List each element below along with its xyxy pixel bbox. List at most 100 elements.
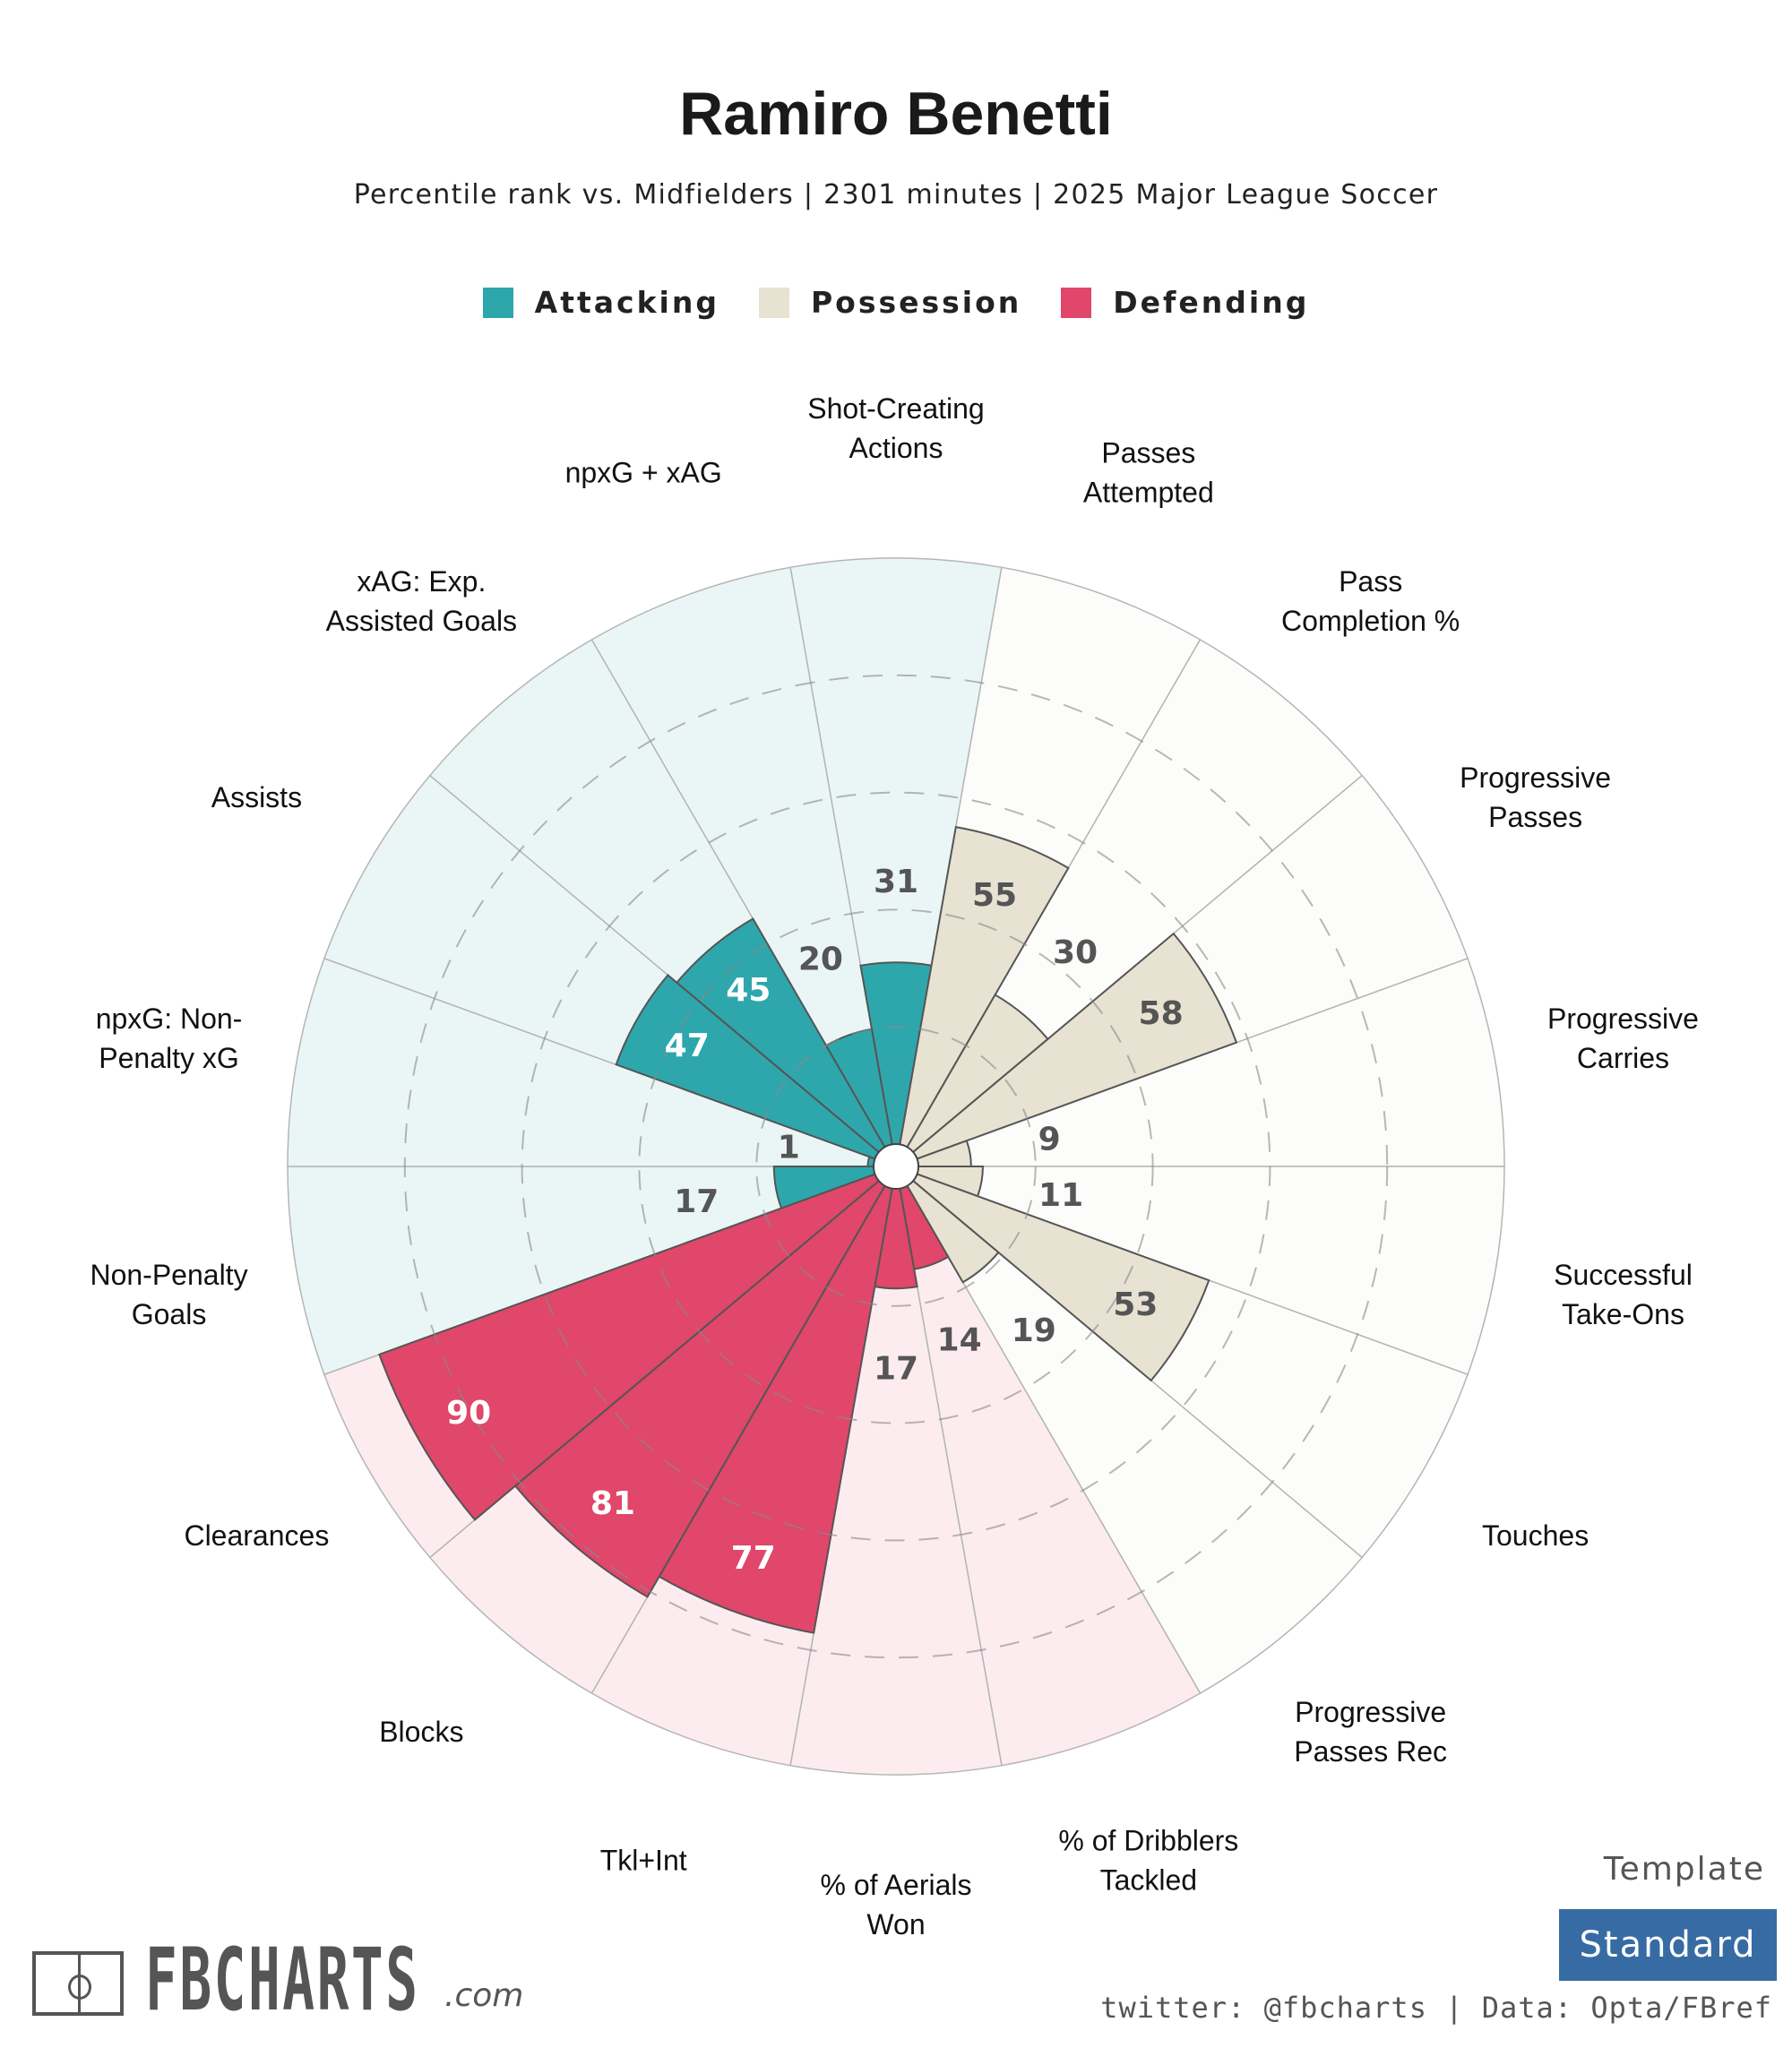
value-label: 20 bbox=[798, 942, 843, 978]
category-label-line: Penalty xG bbox=[99, 1042, 239, 1074]
category-label: Progressive Passes bbox=[1460, 762, 1611, 833]
category-label: Tkl+Int bbox=[600, 1844, 687, 1876]
value-label: 31 bbox=[874, 864, 918, 900]
value-label: 17 bbox=[674, 1183, 719, 1220]
gridline-20 bbox=[755, 1026, 1037, 1307]
value-label: 90 bbox=[446, 1395, 491, 1432]
legend-swatch bbox=[482, 287, 513, 318]
category-label-line: Won bbox=[866, 1908, 925, 1940]
background-wedge bbox=[789, 1166, 1003, 1776]
category-label-line: Assists bbox=[211, 781, 302, 813]
bar-possession bbox=[895, 825, 1070, 1167]
subtitle: Percentile rank vs. Midfielders | 2301 m… bbox=[353, 179, 1439, 211]
labels: 31 Shot-Creating Actions 55 Passes Attempted 3… bbox=[90, 392, 1698, 1940]
category-label: npxG + xAG bbox=[565, 457, 722, 489]
category-label-line: Blocks bbox=[379, 1716, 463, 1748]
gridline-80 bbox=[403, 674, 1389, 1659]
value-label: 14 bbox=[937, 1322, 982, 1359]
background-wedge bbox=[895, 1166, 1202, 1767]
template-standard-badge: Standard bbox=[1559, 1909, 1777, 1981]
legend-item-possession: Possession bbox=[758, 285, 1022, 320]
gridlines bbox=[403, 674, 1389, 1659]
value-label: 55 bbox=[972, 877, 1017, 914]
legend-label: Possession bbox=[810, 285, 1022, 320]
category-label-line: Touches bbox=[1482, 1519, 1589, 1552]
legend: Attacking Possession Defending bbox=[0, 285, 1792, 320]
bar-attacking bbox=[615, 973, 897, 1167]
category-label: Passes Attempted bbox=[1083, 437, 1214, 509]
credit-text: twitter: @fbcharts | Data: Opta/FBref bbox=[1100, 1991, 1772, 2025]
background-wedge bbox=[895, 957, 1505, 1167]
bar-attacking bbox=[675, 917, 897, 1167]
category-label-line: Progressive bbox=[1460, 762, 1611, 794]
category-label: Blocks bbox=[379, 1716, 463, 1748]
category-label-line: Pass bbox=[1339, 565, 1402, 598]
category-label-line: Passes bbox=[1488, 801, 1582, 833]
background-wedge bbox=[287, 957, 897, 1167]
category-label: % of Aerials Won bbox=[821, 1869, 972, 1940]
category-label-line: Progressive bbox=[1547, 1002, 1699, 1035]
category-label-line: Non-Penalty bbox=[90, 1259, 247, 1291]
value-label: 58 bbox=[1139, 995, 1184, 1032]
legend-swatch bbox=[758, 287, 789, 318]
pitch-icon bbox=[32, 1951, 124, 2016]
category-label: Progressive Carries bbox=[1547, 1002, 1699, 1074]
bar-defending bbox=[658, 1166, 897, 1634]
category-label-line: % of Aerials bbox=[821, 1869, 972, 1901]
category-label-line: Passes bbox=[1101, 437, 1195, 469]
value-label: 17 bbox=[874, 1351, 918, 1388]
value-label: 47 bbox=[665, 1028, 710, 1064]
category-label-line: Passes Rec bbox=[1294, 1735, 1447, 1768]
category-label-line: Progressive bbox=[1295, 1696, 1446, 1728]
bar-possession bbox=[895, 1166, 1210, 1382]
value-label: 77 bbox=[731, 1540, 776, 1577]
background-wedge bbox=[287, 1166, 897, 1376]
legend-label: Defending bbox=[1113, 285, 1310, 320]
category-label: Non-Penalty Goals bbox=[90, 1259, 247, 1330]
background-wedge bbox=[895, 1166, 1505, 1376]
bar-attacking bbox=[772, 1166, 897, 1209]
category-label-line: Take-Ons bbox=[1562, 1298, 1684, 1330]
category-label-line: Successful bbox=[1554, 1259, 1693, 1291]
value-label: 81 bbox=[590, 1485, 635, 1522]
fbcharts-logo: FBCHARTS bbox=[32, 1937, 588, 2023]
category-label: npxG: Non- Penalty xG bbox=[96, 1002, 243, 1074]
legend-item-defending: Defending bbox=[1061, 285, 1309, 320]
gridline-40 bbox=[638, 908, 1154, 1424]
category-label-line: Actions bbox=[849, 432, 943, 464]
bar-defending bbox=[378, 1166, 897, 1521]
category-label-line: xAG: Exp. bbox=[357, 565, 486, 598]
category-label: Shot-Creating Actions bbox=[807, 392, 984, 464]
background-wedge bbox=[590, 566, 897, 1167]
category-label-line: Assisted Goals bbox=[326, 605, 517, 637]
category-label-line: Goals bbox=[132, 1298, 207, 1330]
category-label-line: Tkl+Int bbox=[600, 1844, 687, 1876]
center-hole bbox=[873, 1143, 919, 1190]
category-label-line: npxG + xAG bbox=[565, 457, 722, 489]
category-label: Progressive Passes Rec bbox=[1294, 1696, 1447, 1768]
legend-swatch bbox=[1061, 287, 1092, 318]
legend-item-attacking: Attacking bbox=[482, 285, 719, 320]
category-label-line: npxG: Non- bbox=[96, 1002, 243, 1035]
value-label: 45 bbox=[726, 972, 771, 1009]
category-label: Pass Completion % bbox=[1281, 565, 1460, 637]
category-label-line: % of Dribblers bbox=[1058, 1824, 1238, 1856]
bar-defending bbox=[513, 1166, 897, 1598]
bars bbox=[378, 825, 1238, 1634]
category-label-line: Clearances bbox=[184, 1519, 329, 1552]
value-label: 19 bbox=[1012, 1312, 1056, 1349]
value-label: 11 bbox=[1038, 1177, 1083, 1214]
template-label: Template bbox=[1603, 1851, 1765, 1888]
background-wedge bbox=[895, 1166, 1364, 1695]
gridline-60 bbox=[521, 791, 1271, 1542]
category-label: Assists bbox=[211, 781, 302, 813]
category-label: xAG: Exp. Assisted Goals bbox=[326, 565, 517, 637]
category-label: % of Dribblers Tackled bbox=[1058, 1824, 1238, 1896]
bar-possession bbox=[895, 932, 1238, 1167]
category-label-line: Carries bbox=[1577, 1042, 1669, 1074]
value-label: 53 bbox=[1113, 1286, 1158, 1323]
category-label-line: Attempted bbox=[1083, 477, 1214, 509]
value-label: 30 bbox=[1053, 934, 1098, 971]
category-label-line: Shot-Creating bbox=[807, 392, 984, 425]
page-title: Ramiro Benetti bbox=[679, 80, 1113, 148]
